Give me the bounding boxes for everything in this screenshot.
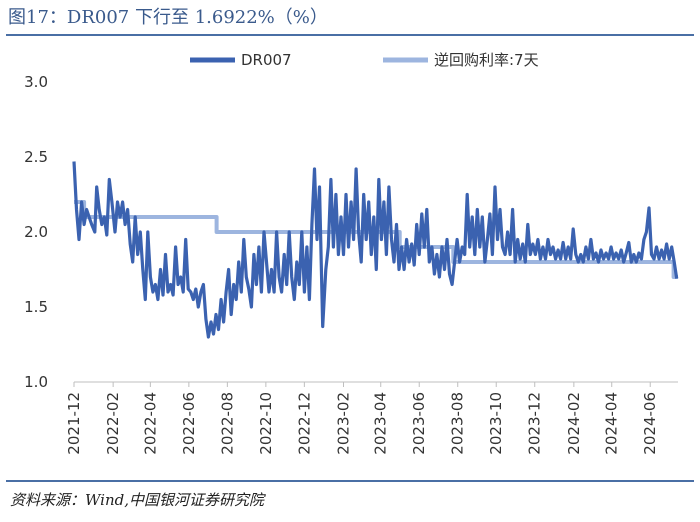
x-tick-label: 2023-06 xyxy=(410,392,428,455)
bottom-divider xyxy=(6,480,694,482)
legend-label: DR007 xyxy=(241,51,292,69)
x-tick-label: 2023-08 xyxy=(449,392,467,455)
line-chart: 1.01.52.02.53.0 2021-12 2022-02 2022-04 202… xyxy=(24,51,679,455)
series-layer xyxy=(72,161,679,339)
x-tick-label: 2022-06 xyxy=(180,392,198,455)
x-tick-label: 2024-04 xyxy=(603,392,621,455)
x-tick-label: 2023-04 xyxy=(372,392,390,455)
y-tick-label: 2.0 xyxy=(24,223,48,241)
x-axis: 2021-12 2022-02 2022-04 2022-06 2022-08 2022-… xyxy=(65,381,678,455)
x-tick-label: 2022-04 xyxy=(141,392,159,455)
series-line-dr007 xyxy=(72,161,679,339)
top-divider xyxy=(6,34,694,36)
x-tick-label: 2022-02 xyxy=(104,392,122,455)
x-tick-label: 2024-06 xyxy=(641,392,659,455)
y-tick-label: 1.0 xyxy=(24,373,48,391)
chart-title: 图17：DR007 下行至 1.6922%（%） xyxy=(8,7,328,28)
x-tick-label: 2023-12 xyxy=(526,392,544,455)
y-tick-label: 3.0 xyxy=(24,73,48,91)
x-tick-label: 2021-12 xyxy=(65,392,83,455)
x-tick-label: 2022-10 xyxy=(257,392,275,455)
legend-item-reverse-repo-7d: 逆回购利率:7天 xyxy=(383,51,539,69)
y-tick-label: 2.5 xyxy=(24,148,48,166)
x-tick-label: 2023-02 xyxy=(334,392,352,455)
legend-label: 逆回购利率:7天 xyxy=(434,51,539,69)
y-tick-label: 1.5 xyxy=(24,298,48,316)
source-note: 资料来源：Wind,中国银河证券研究院 xyxy=(10,491,264,509)
legend: DR007 逆回购利率:7天 xyxy=(190,51,539,69)
y-axis: 1.0 1.5 2.0 2.5 3.0 xyxy=(24,73,48,391)
x-tick-label: 2022-12 xyxy=(295,392,313,455)
x-tick-label: 2024-02 xyxy=(565,392,583,455)
legend-item-dr007: DR007 xyxy=(190,51,292,69)
x-tick-label: 2023-10 xyxy=(487,392,505,455)
x-tick-label: 2022-08 xyxy=(218,392,236,455)
